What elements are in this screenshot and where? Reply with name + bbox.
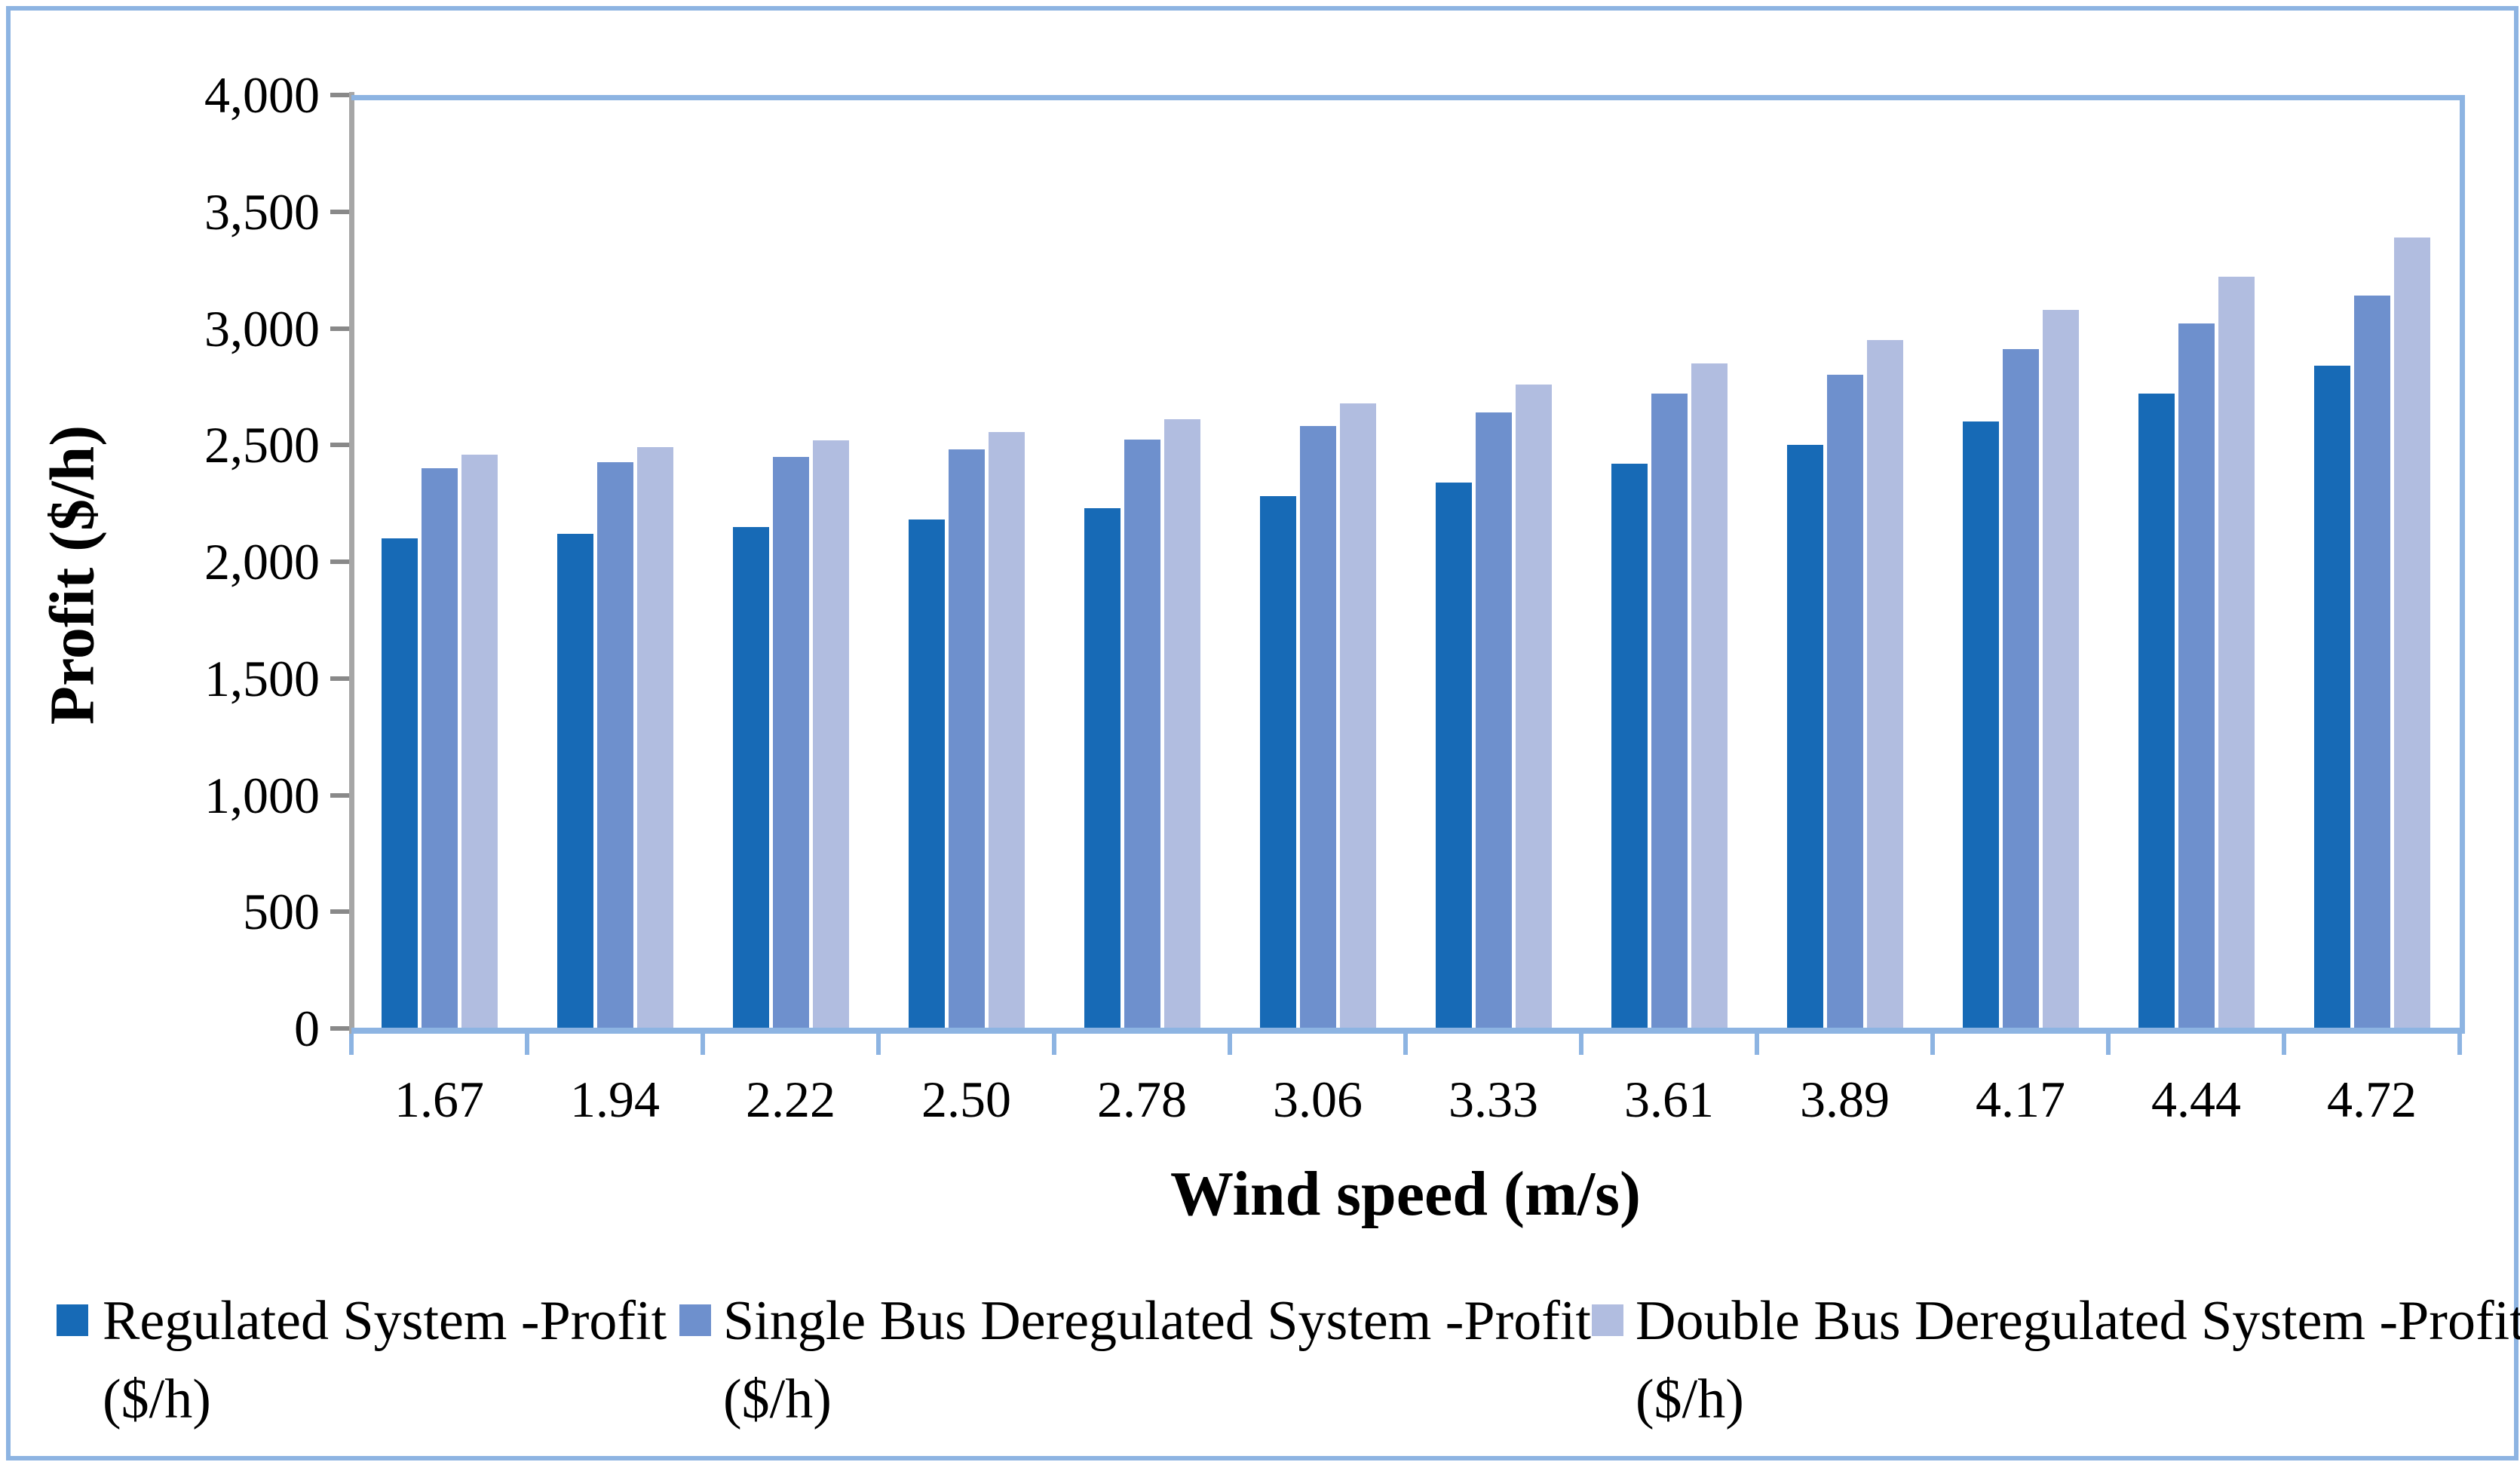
x-axis-category-label: 2.50 [921,1071,1011,1128]
y-axis-tick-mark [330,1026,351,1031]
x-axis-category-label: 3.33 [1449,1071,1538,1128]
x-axis-line [351,1028,2465,1034]
bar-series3-cat3 [812,440,849,1028]
x-axis-category-label: 2.22 [746,1071,835,1128]
y-axis-tick-label: 2,000 [204,533,320,590]
legend-label-units-series1: ($/h) [103,1369,211,1430]
bar-series2-cat7 [1475,412,1512,1028]
plot-right-border [2460,95,2465,1034]
x-axis-tick-mark [1052,1034,1056,1055]
bar-series2-cat1 [421,468,458,1028]
bar-series3-cat10 [2042,309,2079,1028]
y-axis-tick-label: 1,000 [204,766,320,824]
bar-series3-cat7 [1515,384,1552,1028]
bar-series2-cat6 [1299,426,1336,1028]
x-axis-tick-mark [1930,1034,1935,1055]
bar-series1-cat12 [2313,366,2350,1028]
x-axis-category-label: 4.44 [2151,1071,2241,1128]
legend-swatch-series1 [57,1304,88,1336]
bar-series2-cat3 [772,456,809,1028]
x-axis-tick-mark [876,1034,881,1055]
bar-series3-cat4 [988,432,1025,1028]
bar-series1-cat1 [381,538,418,1028]
y-axis-tick-label: 1,500 [204,649,320,707]
bar-series3-cat8 [1691,363,1728,1028]
x-axis-category-label: 3.89 [1800,1071,1890,1128]
bar-series1-cat9 [1786,445,1823,1028]
y-axis-tick-mark [330,676,351,681]
bar-series1-cat3 [732,526,769,1028]
y-axis-tick-mark [330,326,351,331]
bar-series1-cat7 [1435,482,1472,1028]
bar-series2-cat12 [2353,296,2390,1028]
x-axis-tick-mark [2457,1034,2462,1055]
bar-series1-cat6 [1259,496,1296,1028]
bar-series3-cat12 [2393,237,2430,1028]
bar-series2-cat10 [2002,349,2039,1028]
y-axis-tick-label: 2,500 [204,416,320,474]
x-axis-tick-mark [1579,1034,1583,1055]
chart-figure: Profit ($/h) 0 500 1,000 1,500 2,000 2,500 3,0… [6,6,2520,1460]
bar-series3-cat9 [1866,339,1903,1028]
x-axis-category-label: 3.06 [1273,1071,1363,1128]
bar-series1-cat5 [1084,507,1121,1028]
x-axis-tick-mark [349,1034,354,1055]
x-axis-category-label: 4.72 [2327,1071,2417,1128]
x-axis-tick-mark [1403,1034,1408,1055]
y-axis-tick-label: 3,000 [204,299,320,357]
y-axis-tick-label: 0 [294,1000,320,1057]
bar-series3-cat6 [1339,403,1376,1028]
bar-series1-cat2 [556,533,593,1028]
y-axis-tick-mark [330,909,351,915]
y-axis-tick-mark [330,792,351,798]
bar-series1-cat11 [2138,394,2175,1028]
x-axis-category-label: 3.61 [1624,1071,1714,1128]
x-axis-title: Wind speed (m/s) [1170,1159,1641,1229]
bar-series3-cat5 [1163,419,1200,1028]
x-axis-tick-mark [525,1034,529,1055]
y-axis-tick-mark [330,209,351,214]
y-axis-tick-mark [330,559,351,564]
x-axis-tick-mark [2282,1034,2286,1055]
bar-series1-cat8 [1611,464,1648,1028]
x-axis-tick-mark [1755,1034,1759,1055]
bar-series2-cat2 [596,462,633,1028]
bar-series2-cat5 [1124,439,1160,1028]
y-axis-tick-mark [330,443,351,448]
bar-series1-cat10 [1962,421,1999,1028]
bar-series2-cat4 [948,449,985,1028]
x-axis-tick-mark [1228,1034,1232,1055]
bar-series1-cat4 [908,520,945,1028]
legend-label-units-series3: ($/h) [1636,1369,1744,1430]
y-axis-tick-label: 3,500 [204,182,320,241]
x-axis-tick-mark [701,1034,705,1055]
y-axis-tick-mark [330,93,351,97]
x-axis-tick-mark [2106,1034,2111,1055]
x-axis-category-label: 4.17 [1976,1071,2065,1128]
y-axis-tick-label: 500 [243,883,320,941]
legend-swatch-series2 [679,1304,711,1336]
x-axis-category-label: 2.78 [1097,1071,1187,1128]
y-axis-tick-label: 4,000 [204,66,320,124]
legend-label-series3: Double Bus Deregulated System -Profit [1636,1290,2520,1352]
legend-label-units-series2: ($/h) [723,1369,832,1430]
legend-label-series2: Single Bus Deregulated System -Profit [723,1290,1591,1352]
x-axis-category-label: 1.67 [394,1071,484,1128]
legend-swatch-series3 [1592,1304,1623,1336]
x-axis-category-label: 1.94 [570,1071,660,1128]
plot-top-border [351,95,2465,100]
legend-label-series1: Regulated System -Profit [103,1290,667,1352]
bar-series3-cat11 [2218,277,2255,1028]
bar-series2-cat8 [1651,394,1688,1028]
bar-series2-cat11 [2178,323,2215,1028]
bar-series3-cat1 [461,454,498,1028]
y-axis-line [349,92,354,1034]
bar-series2-cat9 [1826,375,1863,1028]
bar-series3-cat2 [636,447,673,1028]
y-axis-title: Profit ($/h) [37,425,108,725]
